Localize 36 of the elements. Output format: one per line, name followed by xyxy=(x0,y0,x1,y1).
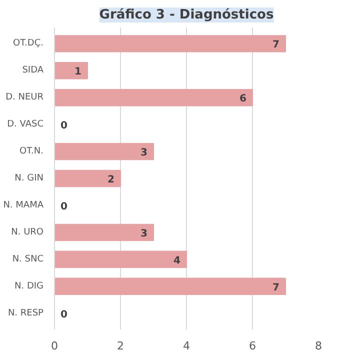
data-label: 0 xyxy=(60,120,68,132)
data-label: 3 xyxy=(140,228,148,240)
y-tick-label: OT.DÇ. xyxy=(13,38,44,49)
data-label: 0 xyxy=(60,201,68,212)
y-tick-label: N. MAMA xyxy=(3,200,44,210)
y-tick-label: D. NEUR xyxy=(6,92,44,103)
y-tick-label: OT.N. xyxy=(20,146,44,157)
bar xyxy=(54,35,286,52)
bar xyxy=(54,250,187,268)
bar xyxy=(54,278,286,295)
y-tick-label: N. GIN xyxy=(14,174,44,184)
y-tick-label: N. DIG xyxy=(14,281,44,292)
bar xyxy=(54,62,88,80)
x-tick-label: 8 xyxy=(315,340,322,352)
bar xyxy=(54,224,154,242)
data-label: 1 xyxy=(74,66,82,78)
data-label: 0 xyxy=(60,309,68,320)
bar xyxy=(54,89,253,106)
bar xyxy=(54,170,121,188)
x-tick-label: 6 xyxy=(249,340,256,352)
data-label: 2 xyxy=(108,174,115,186)
data-label: 6 xyxy=(240,94,247,105)
y-tick-label: N. RESP xyxy=(8,308,44,318)
data-label: 7 xyxy=(272,40,280,51)
y-tick-label: D. VASC xyxy=(7,120,44,130)
x-tick-label: 4 xyxy=(183,340,190,352)
x-tick-label: 0 xyxy=(51,340,58,352)
bar xyxy=(54,142,154,160)
y-tick-label: N. SNC xyxy=(12,254,44,264)
chart-title: Gráfico 3 - Diagnósticos xyxy=(99,8,274,22)
x-tick-label: 2 xyxy=(117,340,124,352)
data-label: 4 xyxy=(174,255,181,266)
data-label: 7 xyxy=(272,282,280,294)
data-label: 3 xyxy=(140,148,148,159)
y-tick-label: SIDA xyxy=(22,66,44,76)
y-tick-label: N. URO xyxy=(11,227,44,238)
